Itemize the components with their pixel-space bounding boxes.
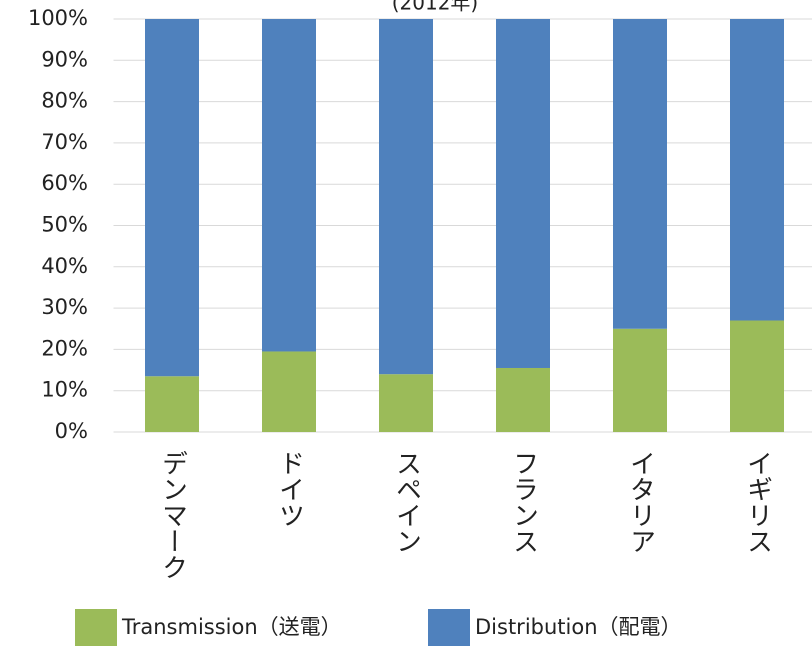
- bar-segment: [613, 328, 667, 432]
- bar-segment: [496, 367, 550, 432]
- legend-label: Distribution（配電）: [475, 615, 682, 639]
- x-tick-label: イタリア: [626, 450, 656, 554]
- bar-segment: [145, 376, 199, 432]
- y-tick-label: 40%: [41, 254, 88, 278]
- y-tick-label: 0%: [55, 419, 88, 443]
- chart-title: (2012年): [392, 0, 479, 15]
- bar-segment: [496, 19, 550, 368]
- bar-segment: [730, 19, 784, 321]
- bar-segment: [145, 19, 199, 377]
- legend-label: Transmission（送電）: [121, 615, 342, 639]
- y-tick-label: 10%: [41, 378, 88, 402]
- y-tick-label: 20%: [41, 336, 88, 360]
- bar-segment: [730, 320, 784, 432]
- y-tick-label: 30%: [41, 295, 88, 319]
- x-tick-label: フランス: [509, 450, 539, 554]
- y-tick-label: 70%: [41, 130, 88, 154]
- bar-segment: [262, 351, 316, 432]
- bar-segment: [262, 19, 316, 352]
- y-tick-label: 50%: [41, 213, 88, 237]
- x-tick-label: スペイン: [392, 450, 422, 554]
- y-tick-label: 90%: [41, 47, 88, 71]
- legend-swatch: [428, 609, 470, 646]
- y-tick-label: 60%: [41, 171, 88, 195]
- bar-segment: [379, 19, 433, 375]
- y-tick-label: 100%: [28, 6, 88, 30]
- legend-swatch: [75, 609, 117, 646]
- bar-segment: [379, 374, 433, 432]
- bar-segment: [613, 19, 667, 329]
- x-tick-label: イギリス: [743, 450, 773, 554]
- y-tick-label: 80%: [41, 89, 88, 113]
- x-tick-label: デンマーク: [158, 450, 188, 580]
- x-tick-label: ドイツ: [275, 450, 305, 528]
